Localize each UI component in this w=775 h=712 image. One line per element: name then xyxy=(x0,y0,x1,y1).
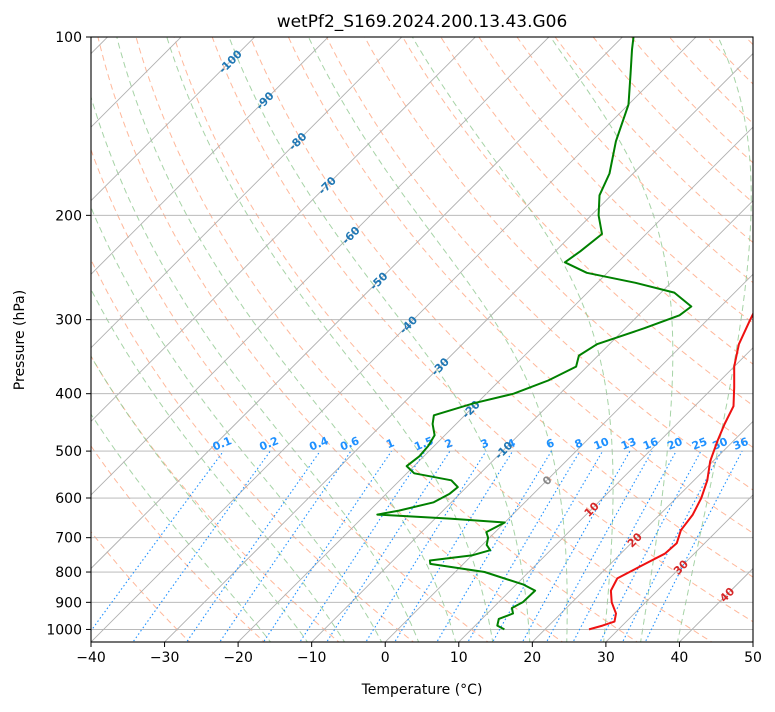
chart-title: wetPf2_S169.2024.200.13.43.G06 xyxy=(277,12,568,32)
y-tick-label: 800 xyxy=(55,565,82,581)
x-tick-label: −20 xyxy=(223,650,253,666)
x-tick-label: −40 xyxy=(76,650,106,666)
y-tick-label: 900 xyxy=(55,595,82,611)
x-axis-label: Temperature (°C) xyxy=(361,682,483,698)
y-tick-label: 600 xyxy=(55,491,82,507)
y-tick-label: 1000 xyxy=(46,622,82,638)
y-tick-label: 200 xyxy=(55,208,82,224)
x-tick-label: 20 xyxy=(523,650,541,666)
x-tick-label: 0 xyxy=(381,650,390,666)
x-tick-label: 50 xyxy=(744,650,762,666)
x-tick-label: 30 xyxy=(597,650,615,666)
x-tick-label: −10 xyxy=(297,650,327,666)
y-axis-label: Pressure (hPa) xyxy=(12,290,28,390)
x-tick-label: 40 xyxy=(670,650,688,666)
y-tick-label: 400 xyxy=(55,387,82,403)
x-tick-label: −30 xyxy=(150,650,180,666)
y-tick-label: 100 xyxy=(55,30,82,46)
y-tick-label: 500 xyxy=(55,444,82,460)
y-tick-label: 300 xyxy=(55,313,82,329)
y-tick-label: 700 xyxy=(55,531,82,547)
x-tick-label: 10 xyxy=(450,650,468,666)
